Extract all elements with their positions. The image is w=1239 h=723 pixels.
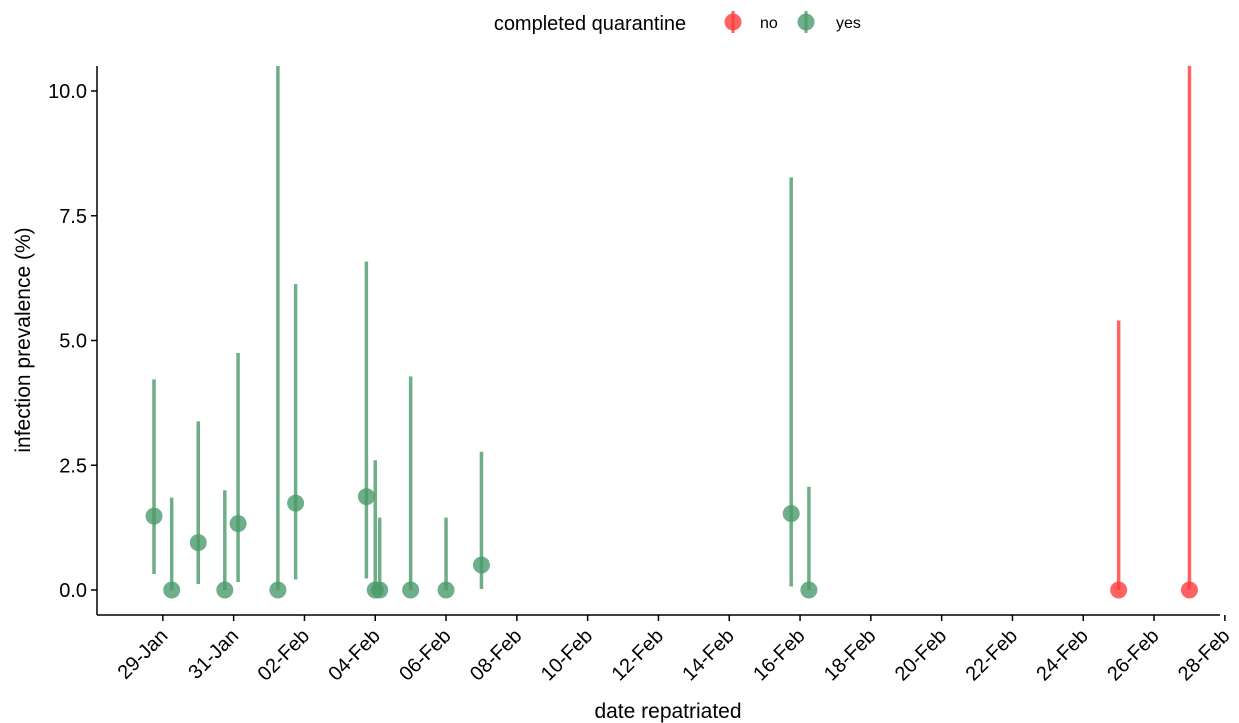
point-yes — [145, 507, 163, 525]
y-axis-title: infection prevalence (%) — [12, 227, 35, 452]
y-tick-label: 10.0 — [48, 81, 87, 103]
legend: completed quarantine no yes — [494, 11, 861, 35]
x-tick-label: 10-Feb — [537, 625, 597, 685]
point-yes — [189, 534, 207, 552]
point-yes — [216, 581, 234, 599]
x-tick-label: 24-Feb — [1032, 625, 1092, 685]
x-tick-label: 02-Feb — [254, 625, 314, 685]
x-tick-label: 29-Jan — [114, 625, 173, 684]
x-axis-title: date repatriated — [594, 700, 741, 723]
point-yes — [782, 505, 800, 523]
legend-key-yes-dot — [797, 13, 815, 31]
x-tick-label: 12-Feb — [608, 625, 668, 685]
x-tick-label: 16-Feb — [749, 625, 809, 685]
x-tick-label: 08-Feb — [466, 625, 526, 685]
y-tick-label: 2.5 — [59, 455, 87, 477]
x-tick-label: 04-Feb — [324, 625, 384, 685]
y-ticks: 0.0 2.5 5.0 7.5 10.0 — [48, 81, 97, 602]
y-tick-label: 7.5 — [59, 206, 87, 228]
legend-entry-yes: yes — [797, 11, 861, 33]
point-yes — [472, 556, 490, 574]
point-yes — [371, 581, 389, 599]
point-yes — [357, 488, 375, 506]
point-yes — [229, 515, 247, 533]
point-yes — [800, 581, 818, 599]
legend-key-no-dot — [724, 13, 742, 31]
legend-label-no: no — [760, 15, 778, 32]
x-tick-label: 06-Feb — [395, 625, 455, 685]
point-yes — [437, 581, 455, 599]
legend-title: completed quarantine — [494, 13, 686, 35]
x-tick-label: 22-Feb — [962, 625, 1022, 685]
point-no — [1110, 581, 1128, 599]
x-tick-label: 26-Feb — [1103, 625, 1163, 685]
x-tick-label: 20-Feb — [891, 625, 951, 685]
data-marks — [145, 66, 1198, 599]
y-tick-label: 0.0 — [59, 580, 87, 602]
point-no — [1180, 581, 1198, 599]
point-yes — [163, 581, 181, 599]
x-tick-label: 14-Feb — [678, 625, 738, 685]
point-yes — [269, 581, 287, 599]
point-yes — [287, 494, 305, 512]
point-yes — [402, 581, 420, 599]
x-tick-label: 31-Jan — [184, 625, 243, 684]
x-ticks: 29-Jan 31-Jan 02-Feb 04-Feb 06-Feb 08-Feb 10-F… — [114, 615, 1234, 685]
legend-entry-no: no — [724, 11, 778, 33]
x-tick-label: 18-Feb — [820, 625, 880, 685]
x-tick-label: 28-Feb — [1174, 625, 1234, 685]
y-tick-label: 5.0 — [59, 331, 87, 353]
legend-label-yes: yes — [836, 15, 861, 32]
